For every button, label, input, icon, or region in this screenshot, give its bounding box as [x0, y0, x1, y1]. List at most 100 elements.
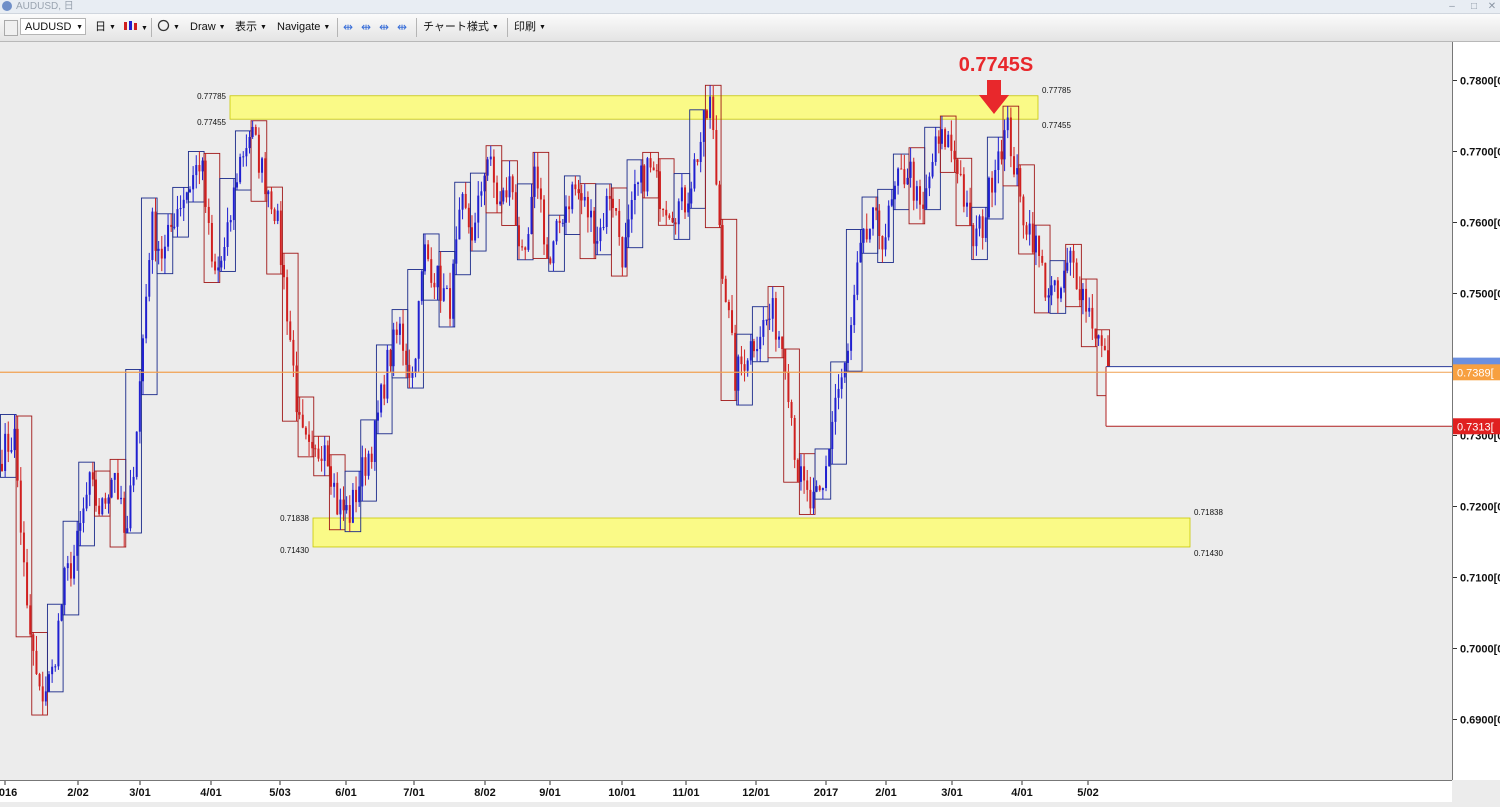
candle-body: [51, 666, 54, 675]
price-tick-label: 0.7500[0: [1460, 289, 1500, 301]
maximize-icon[interactable]: □: [1470, 1, 1478, 12]
navigate-menu[interactable]: Navigate ▼: [277, 21, 331, 33]
shape-tool-button[interactable]: ▼: [157, 19, 180, 36]
minimize-icon[interactable]: –: [1449, 1, 1455, 12]
scroll-right-icon[interactable]: ⇹: [397, 20, 408, 34]
candle-body: [1097, 335, 1100, 339]
separator: [507, 18, 508, 37]
candle-body: [953, 150, 956, 160]
candle-body: [524, 247, 527, 250]
symbol-value: AUDUSD: [25, 21, 72, 33]
candle-body: [702, 110, 705, 142]
candle-body: [204, 160, 207, 207]
draw-menu[interactable]: Draw ▼: [190, 21, 226, 33]
weekly-range-box: [438, 251, 456, 328]
candle-body: [38, 674, 41, 687]
candle-body: [1085, 288, 1088, 312]
candle-body: [376, 412, 379, 421]
candle-body: [812, 491, 815, 509]
candle-body: [940, 129, 943, 144]
candle-body: [151, 211, 154, 261]
timeframe-select[interactable]: 日 ▼: [95, 21, 116, 33]
candle-body: [145, 296, 148, 339]
candle-body: [724, 278, 727, 303]
candle-body: [978, 216, 981, 229]
candle-body: [981, 216, 984, 238]
candle-body: [583, 196, 586, 201]
time-tick-label: 2017: [814, 787, 838, 799]
candle-body: [887, 205, 890, 238]
candle-body: [837, 388, 840, 398]
candle-body: [640, 165, 643, 183]
candle-body: [235, 182, 238, 188]
zoom-out-icon[interactable]: ⇹: [361, 20, 372, 34]
candle-body: [505, 190, 508, 198]
candle-body: [464, 193, 467, 208]
candle-body: [198, 165, 201, 172]
candle-body: [295, 365, 298, 413]
price-axis-svg: 0.7800[00.7700[00.7600[00.7500[00.7300[0…: [1453, 76, 1500, 727]
candle-body: [461, 193, 464, 210]
candle-body: [934, 136, 937, 162]
candle-body: [304, 427, 307, 435]
time-axis[interactable]: 2016 2/02 3/01 4/01 5/03 6/01 7/01 8/02 9/01 10/0…: [0, 780, 1452, 802]
weekly-range-box: [250, 120, 268, 202]
candle-body: [1000, 151, 1003, 160]
price-tick-label: 0.7200[0: [1460, 502, 1500, 514]
price-axis[interactable]: 0.7800[0 0.7700[0 0.7600[0 0.7500[0 0.7300[0…: [1452, 42, 1500, 780]
candle-body: [1003, 130, 1006, 160]
candle-body: [846, 350, 849, 363]
candle-body: [282, 265, 285, 278]
candle-body: [323, 445, 326, 461]
candle-body: [47, 674, 50, 692]
candle-body: [1078, 289, 1081, 301]
time-tick-label: 5/02: [1077, 787, 1098, 799]
candle-body: [85, 494, 88, 509]
price-chart[interactable]: 0.77785 0.77455 0.77785 0.77455 0.71838 0.714…: [0, 42, 1452, 780]
close-icon[interactable]: ✕: [1487, 1, 1497, 12]
candle-body: [900, 168, 903, 170]
candle-body: [63, 568, 66, 606]
candle-body: [690, 188, 693, 204]
candle-body: [705, 110, 708, 119]
chart-style-menu[interactable]: チャート様式 ▼: [423, 21, 499, 33]
candle-body: [69, 563, 72, 579]
view-menu[interactable]: 表示 ▼: [235, 21, 267, 33]
print-menu[interactable]: 印刷 ▼: [514, 21, 546, 33]
candle-body: [502, 190, 505, 202]
candle-body: [408, 364, 411, 378]
symbol-select[interactable]: AUDUSD ▼: [20, 18, 86, 35]
weekly-range-box: [407, 269, 424, 389]
candle-body: [696, 159, 699, 163]
candle-body: [718, 184, 721, 226]
chart-type-button[interactable]: ▼: [122, 19, 148, 36]
candle-body: [552, 241, 555, 264]
candle-body: [586, 196, 589, 218]
candle-body: [558, 220, 561, 223]
candle-body: [98, 505, 101, 515]
candle-body: [774, 298, 777, 340]
candle-body: [803, 466, 806, 481]
candle-body: [1006, 117, 1009, 131]
scroll-left-icon[interactable]: ⇹: [379, 20, 390, 34]
timeframe-label: 日: [95, 21, 106, 33]
candle-body: [593, 210, 596, 244]
candle-body: [956, 159, 959, 174]
candle-body: [759, 336, 762, 350]
candle-body: [123, 497, 126, 533]
candle-body: [712, 96, 715, 130]
candle-body: [138, 381, 141, 432]
separator: [416, 18, 417, 37]
candle-body: [420, 271, 423, 302]
chart-canvas[interactable]: 0.77785 0.77455 0.77785 0.77455 0.71838 0.714…: [0, 42, 1452, 780]
candle-body: [201, 160, 204, 172]
weekly-range-box: [1096, 329, 1111, 397]
candle-body: [126, 528, 129, 533]
candle-body: [743, 364, 746, 371]
candle-body: [646, 158, 649, 192]
price-tick-label: 0.7600[0: [1460, 218, 1500, 230]
time-tick-label: 6/01: [335, 787, 356, 799]
candle-body: [402, 323, 405, 351]
zoom-in-icon[interactable]: ⇹: [343, 20, 354, 34]
candle-body: [458, 209, 461, 240]
